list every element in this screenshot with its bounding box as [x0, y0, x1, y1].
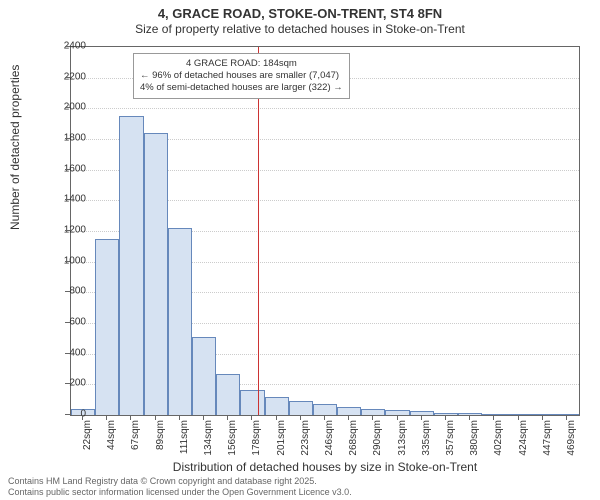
- gridline: [71, 108, 579, 110]
- x-tick-mark: [445, 415, 446, 420]
- y-tick-mark: [65, 414, 70, 415]
- x-tick-mark: [372, 415, 373, 420]
- x-tick-label: 44sqm: [106, 420, 117, 460]
- histogram-bar: [168, 228, 192, 415]
- y-tick-mark: [65, 261, 70, 262]
- x-tick-mark: [179, 415, 180, 420]
- x-tick-mark: [469, 415, 470, 420]
- x-tick-label: 424sqm: [518, 420, 529, 460]
- y-tick-mark: [65, 291, 70, 292]
- x-axis-label: Distribution of detached houses by size …: [70, 460, 580, 474]
- histogram-bar: [337, 407, 361, 415]
- x-tick-mark: [493, 415, 494, 420]
- x-tick-label: 469sqm: [566, 420, 577, 460]
- y-tick-mark: [65, 383, 70, 384]
- histogram-bar: [95, 239, 119, 415]
- x-tick-label: 22sqm: [82, 420, 93, 460]
- x-tick-mark: [518, 415, 519, 420]
- x-tick-label: 134sqm: [203, 420, 214, 460]
- x-tick-label: 246sqm: [324, 420, 335, 460]
- x-tick-mark: [251, 415, 252, 420]
- footer-attribution: Contains HM Land Registry data © Crown c…: [8, 476, 352, 498]
- annotation-line1: 4 GRACE ROAD: 184sqm: [140, 58, 343, 70]
- x-tick-label: 268sqm: [348, 420, 359, 460]
- y-tick-mark: [65, 322, 70, 323]
- histogram-bar: [410, 411, 434, 415]
- chart-container: 4, GRACE ROAD, STOKE-ON-TRENT, ST4 8FN S…: [0, 0, 600, 500]
- histogram-bar: [216, 374, 240, 415]
- x-tick-mark: [82, 415, 83, 420]
- y-tick-mark: [65, 230, 70, 231]
- x-tick-label: 89sqm: [155, 420, 166, 460]
- histogram-bar: [482, 414, 506, 415]
- x-tick-label: 313sqm: [397, 420, 408, 460]
- x-tick-label: 201sqm: [276, 420, 287, 460]
- x-tick-label: 156sqm: [227, 420, 238, 460]
- x-tick-label: 223sqm: [300, 420, 311, 460]
- y-tick-mark: [65, 169, 70, 170]
- x-tick-label: 447sqm: [542, 420, 553, 460]
- annotation-line3: 4% of semi-detached houses are larger (3…: [140, 82, 343, 94]
- marker-line: [258, 47, 259, 415]
- histogram-bar: [313, 404, 337, 415]
- x-tick-label: 111sqm: [179, 420, 190, 460]
- chart-title-main: 4, GRACE ROAD, STOKE-ON-TRENT, ST4 8FN: [0, 6, 600, 21]
- annotation-line2: ← 96% of detached houses are smaller (7,…: [140, 70, 343, 82]
- plot-area: 4 GRACE ROAD: 184sqm← 96% of detached ho…: [70, 46, 580, 416]
- annotation-box: 4 GRACE ROAD: 184sqm← 96% of detached ho…: [133, 53, 350, 99]
- y-tick-mark: [65, 138, 70, 139]
- histogram-bar: [265, 397, 289, 415]
- footer-line1: Contains HM Land Registry data © Crown c…: [8, 476, 352, 487]
- histogram-bar: [506, 414, 530, 415]
- x-tick-mark: [397, 415, 398, 420]
- y-tick-mark: [65, 46, 70, 47]
- y-tick-mark: [65, 353, 70, 354]
- x-tick-mark: [324, 415, 325, 420]
- x-tick-mark: [203, 415, 204, 420]
- chart-title-sub: Size of property relative to detached ho…: [0, 22, 600, 36]
- x-tick-mark: [421, 415, 422, 420]
- y-tick-mark: [65, 77, 70, 78]
- x-tick-label: 335sqm: [421, 420, 432, 460]
- x-tick-mark: [130, 415, 131, 420]
- x-tick-mark: [227, 415, 228, 420]
- histogram-bar: [240, 390, 264, 415]
- histogram-bar: [385, 410, 409, 415]
- x-tick-mark: [106, 415, 107, 420]
- x-tick-label: 357sqm: [445, 420, 456, 460]
- x-tick-label: 67sqm: [130, 420, 141, 460]
- y-tick-mark: [65, 107, 70, 108]
- histogram-bar: [144, 133, 168, 415]
- x-tick-mark: [566, 415, 567, 420]
- x-tick-mark: [276, 415, 277, 420]
- y-tick-mark: [65, 199, 70, 200]
- histogram-bar: [119, 116, 143, 415]
- footer-line2: Contains public sector information licen…: [8, 487, 352, 498]
- x-tick-mark: [300, 415, 301, 420]
- x-tick-mark: [348, 415, 349, 420]
- x-tick-label: 178sqm: [251, 420, 262, 460]
- histogram-bar: [555, 414, 579, 415]
- x-tick-label: 380sqm: [469, 420, 480, 460]
- y-axis-label: Number of detached properties: [8, 65, 22, 230]
- histogram-bar: [192, 337, 216, 415]
- histogram-bar: [434, 413, 458, 415]
- x-tick-label: 402sqm: [493, 420, 504, 460]
- histogram-bar: [361, 409, 385, 415]
- x-tick-label: 290sqm: [372, 420, 383, 460]
- histogram-bar: [289, 401, 313, 415]
- histogram-bar: [458, 413, 482, 415]
- x-tick-mark: [155, 415, 156, 420]
- histogram-bar: [531, 414, 555, 415]
- x-tick-mark: [542, 415, 543, 420]
